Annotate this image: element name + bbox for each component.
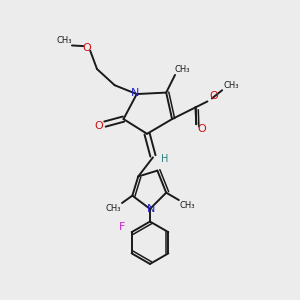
Text: F: F bbox=[119, 222, 125, 232]
Text: CH₃: CH₃ bbox=[180, 201, 195, 210]
Text: O: O bbox=[94, 122, 103, 131]
Text: CH₃: CH₃ bbox=[223, 81, 239, 90]
Text: CH₃: CH₃ bbox=[175, 65, 190, 74]
Text: N: N bbox=[131, 88, 140, 98]
Text: CH₃: CH₃ bbox=[105, 204, 121, 213]
Text: CH₃: CH₃ bbox=[56, 36, 72, 45]
Text: N: N bbox=[146, 204, 155, 214]
Text: H: H bbox=[161, 154, 168, 164]
Text: O: O bbox=[197, 124, 206, 134]
Text: O: O bbox=[210, 91, 219, 101]
Text: O: O bbox=[82, 44, 91, 53]
